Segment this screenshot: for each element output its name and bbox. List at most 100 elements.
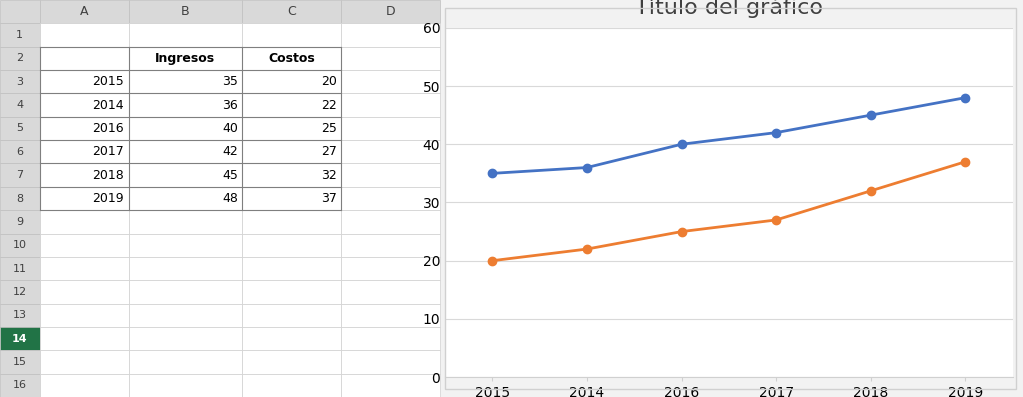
Bar <box>129 23 242 47</box>
Bar <box>0 350 40 374</box>
Text: 32: 32 <box>321 169 337 182</box>
Text: 2019: 2019 <box>92 192 124 205</box>
Bar <box>129 233 242 257</box>
Bar <box>341 210 440 233</box>
Text: Ingresos: Ingresos <box>155 52 216 65</box>
Text: 2016: 2016 <box>92 122 124 135</box>
Costos <box>864 189 877 193</box>
Bar <box>242 187 341 210</box>
Bar <box>40 257 129 280</box>
Bar <box>0 23 40 47</box>
Text: D: D <box>386 5 395 18</box>
Ingresos <box>675 142 687 146</box>
Text: 42: 42 <box>222 145 237 158</box>
Text: 13: 13 <box>12 310 27 320</box>
Bar <box>341 140 440 164</box>
Text: 14: 14 <box>12 333 28 344</box>
Bar <box>242 374 341 397</box>
Bar <box>129 70 242 93</box>
Bar <box>341 304 440 327</box>
Line: Ingresos: Ingresos <box>488 94 970 177</box>
Ingresos <box>581 165 593 170</box>
Text: 2018: 2018 <box>92 169 124 182</box>
Bar <box>0 327 40 350</box>
Text: 25: 25 <box>321 122 337 135</box>
Bar <box>0 47 40 70</box>
Text: 35: 35 <box>222 75 237 88</box>
Bar <box>242 0 341 23</box>
Costos <box>675 229 687 234</box>
Bar <box>341 117 440 140</box>
Bar <box>0 233 40 257</box>
Bar <box>129 0 242 23</box>
Bar <box>341 374 440 397</box>
Bar <box>242 164 341 187</box>
Text: 6: 6 <box>16 147 24 157</box>
Text: B: B <box>181 5 189 18</box>
Bar <box>0 257 40 280</box>
Text: 11: 11 <box>12 264 27 274</box>
Bar <box>242 93 341 117</box>
Bar <box>40 47 129 70</box>
Text: A: A <box>80 5 88 18</box>
Bar <box>242 210 341 233</box>
Bar <box>0 93 40 117</box>
Bar <box>341 257 440 280</box>
Bar <box>129 93 242 117</box>
Bar <box>242 70 341 93</box>
Bar <box>242 304 341 327</box>
Bar <box>129 187 242 210</box>
Text: 7: 7 <box>16 170 24 180</box>
Text: 16: 16 <box>12 380 27 390</box>
Bar <box>40 210 129 233</box>
Bar <box>341 187 440 210</box>
Bar <box>0 187 40 210</box>
Bar <box>40 93 129 117</box>
Text: 20: 20 <box>321 75 337 88</box>
Text: 10: 10 <box>12 240 27 250</box>
Bar <box>40 23 129 47</box>
Text: 2017: 2017 <box>92 145 124 158</box>
Bar <box>242 233 341 257</box>
Bar <box>129 140 242 164</box>
Bar <box>40 304 129 327</box>
Text: 12: 12 <box>12 287 27 297</box>
Bar <box>40 233 129 257</box>
Text: 27: 27 <box>321 145 337 158</box>
Bar <box>40 140 129 164</box>
Bar <box>40 374 129 397</box>
Costos <box>486 258 498 263</box>
Bar <box>0 304 40 327</box>
Bar <box>0 164 40 187</box>
Bar <box>129 257 242 280</box>
Bar <box>341 0 440 23</box>
Costos <box>960 159 972 164</box>
Bar <box>242 47 341 70</box>
Bar <box>0 280 40 304</box>
Costos <box>581 247 593 251</box>
Bar <box>242 140 341 164</box>
Text: 8: 8 <box>16 193 24 204</box>
Bar <box>341 47 440 70</box>
Bar <box>129 164 242 187</box>
Bar <box>341 350 440 374</box>
Bar <box>341 280 440 304</box>
Text: 22: 22 <box>321 98 337 112</box>
Text: 1: 1 <box>16 30 24 40</box>
Text: 3: 3 <box>16 77 24 87</box>
Bar <box>242 117 341 140</box>
Text: 9: 9 <box>16 217 24 227</box>
Text: 40: 40 <box>222 122 237 135</box>
Text: 2: 2 <box>16 53 24 64</box>
Bar <box>0 70 40 93</box>
Ingresos <box>486 171 498 176</box>
Bar <box>129 280 242 304</box>
Bar <box>0 374 40 397</box>
Text: C: C <box>287 5 296 18</box>
Bar <box>242 257 341 280</box>
Ingresos <box>960 95 972 100</box>
Bar <box>40 187 129 210</box>
Bar <box>341 93 440 117</box>
Bar <box>40 164 129 187</box>
Title: Título del gráfico: Título del gráfico <box>635 0 822 18</box>
